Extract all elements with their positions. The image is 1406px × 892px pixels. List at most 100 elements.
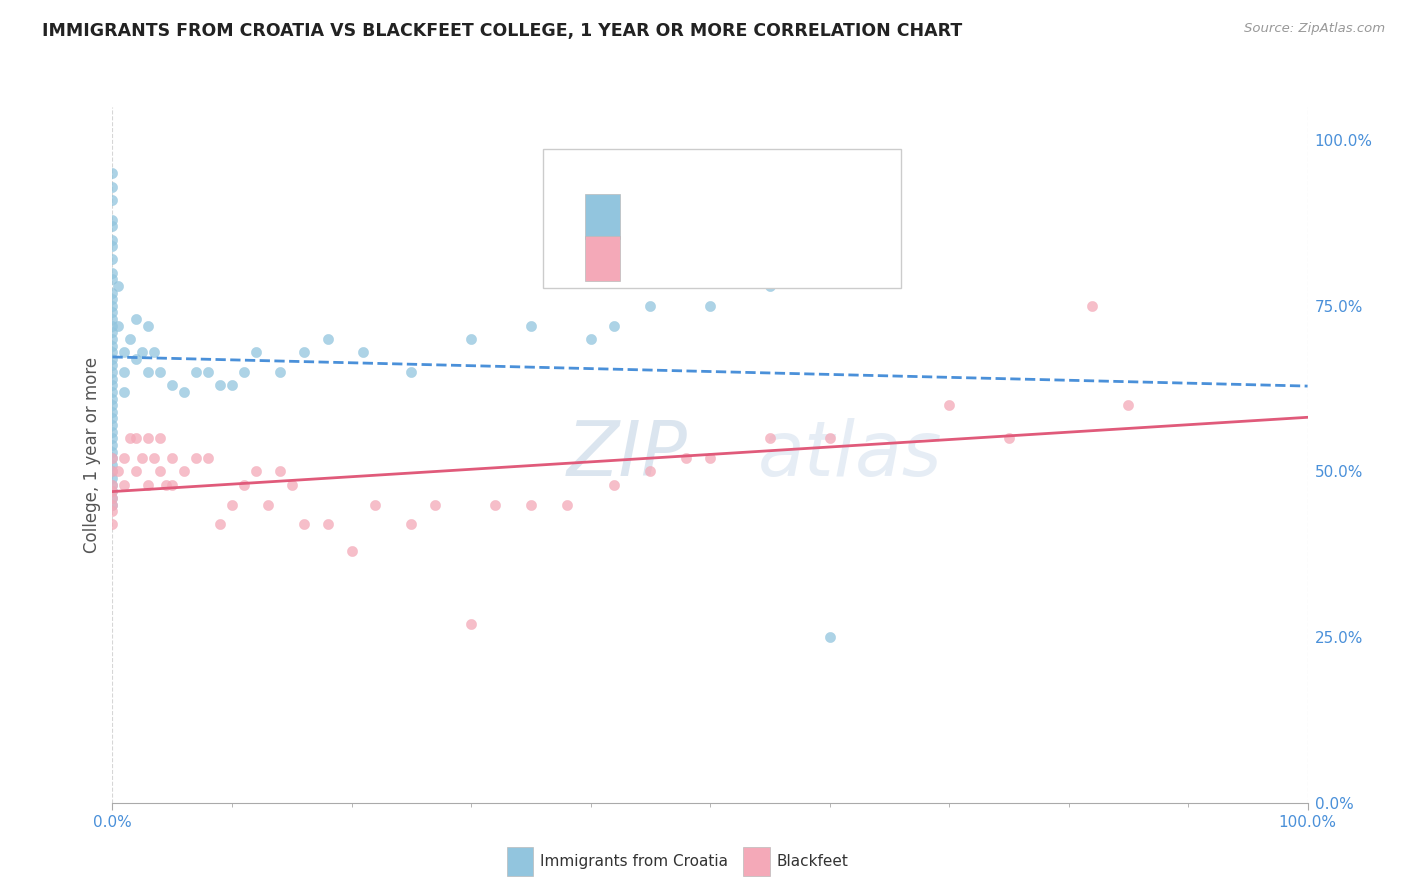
Point <box>638 465 662 479</box>
Point <box>101 233 124 247</box>
Point <box>401 517 423 532</box>
Point <box>221 498 243 512</box>
Point <box>555 498 578 512</box>
Point <box>208 517 231 532</box>
Point <box>149 431 172 445</box>
Point <box>101 305 124 319</box>
Point <box>101 219 124 234</box>
Point <box>101 292 124 306</box>
Point <box>101 365 124 379</box>
Point <box>125 431 148 445</box>
Point <box>938 398 960 412</box>
Point <box>269 365 291 379</box>
Point <box>460 332 482 346</box>
Point <box>138 431 160 445</box>
Point <box>114 345 135 359</box>
Point <box>101 272 124 286</box>
Point <box>149 365 172 379</box>
Point <box>107 279 129 293</box>
Point <box>352 345 374 359</box>
Point <box>162 477 183 491</box>
Point <box>1116 398 1139 412</box>
Point <box>818 630 841 644</box>
Point <box>759 431 782 445</box>
FancyBboxPatch shape <box>543 149 901 288</box>
Point <box>101 465 124 479</box>
Point <box>101 318 124 333</box>
Point <box>638 299 662 313</box>
Point <box>101 498 124 512</box>
Point <box>101 179 124 194</box>
Point <box>101 418 124 433</box>
Point <box>101 326 124 340</box>
Point <box>101 477 124 491</box>
Bar <box>744 847 770 876</box>
Point <box>699 299 721 313</box>
Point <box>101 338 124 352</box>
Point <box>149 465 172 479</box>
Point <box>221 378 243 392</box>
Point <box>101 378 124 392</box>
Point <box>520 498 543 512</box>
Point <box>316 517 339 532</box>
Point <box>101 392 124 406</box>
Point <box>101 332 124 346</box>
Point <box>101 252 124 267</box>
Point <box>232 365 256 379</box>
Point <box>125 312 148 326</box>
Point <box>101 438 124 452</box>
Point <box>520 318 543 333</box>
Point <box>138 318 160 333</box>
Point <box>101 451 124 466</box>
Point <box>101 444 124 458</box>
Point <box>114 451 135 466</box>
Text: Blackfeet: Blackfeet <box>778 854 849 869</box>
Point <box>281 477 304 491</box>
Point <box>114 365 135 379</box>
Point <box>998 431 1021 445</box>
Point <box>425 498 447 512</box>
Point <box>101 212 124 227</box>
Point <box>101 239 124 253</box>
Bar <box>585 194 620 239</box>
Point <box>101 411 124 425</box>
Text: atlas: atlas <box>758 418 942 491</box>
Text: R = 0.318: R = 0.318 <box>638 251 714 266</box>
Point <box>675 451 697 466</box>
Point <box>101 451 124 466</box>
Point <box>603 477 626 491</box>
Point <box>101 384 124 399</box>
Point <box>101 491 124 505</box>
Point <box>316 332 339 346</box>
Bar <box>585 235 620 281</box>
Point <box>208 378 231 392</box>
Point <box>579 332 602 346</box>
Point <box>143 345 166 359</box>
Point <box>131 345 153 359</box>
Point <box>101 359 124 373</box>
Point <box>114 384 135 399</box>
Point <box>107 465 129 479</box>
Point <box>101 351 124 366</box>
Point <box>101 431 124 445</box>
Point <box>138 477 160 491</box>
Point <box>257 498 280 512</box>
Point <box>197 365 219 379</box>
Text: IMMIGRANTS FROM CROATIA VS BLACKFEET COLLEGE, 1 YEAR OR MORE CORRELATION CHART: IMMIGRANTS FROM CROATIA VS BLACKFEET COL… <box>42 22 963 40</box>
Point <box>186 365 208 379</box>
Point <box>107 318 129 333</box>
Point <box>269 465 291 479</box>
Point <box>125 465 148 479</box>
Point <box>101 166 124 180</box>
Point <box>245 345 267 359</box>
Point <box>101 471 124 485</box>
Point <box>101 266 124 280</box>
Point <box>162 378 183 392</box>
Text: ZIP: ZIP <box>567 418 688 491</box>
Text: N = 53: N = 53 <box>758 251 815 266</box>
Text: Immigrants from Croatia: Immigrants from Croatia <box>540 854 728 869</box>
Point <box>460 616 482 631</box>
Point <box>340 544 363 558</box>
Point <box>131 451 153 466</box>
Bar <box>508 847 533 876</box>
